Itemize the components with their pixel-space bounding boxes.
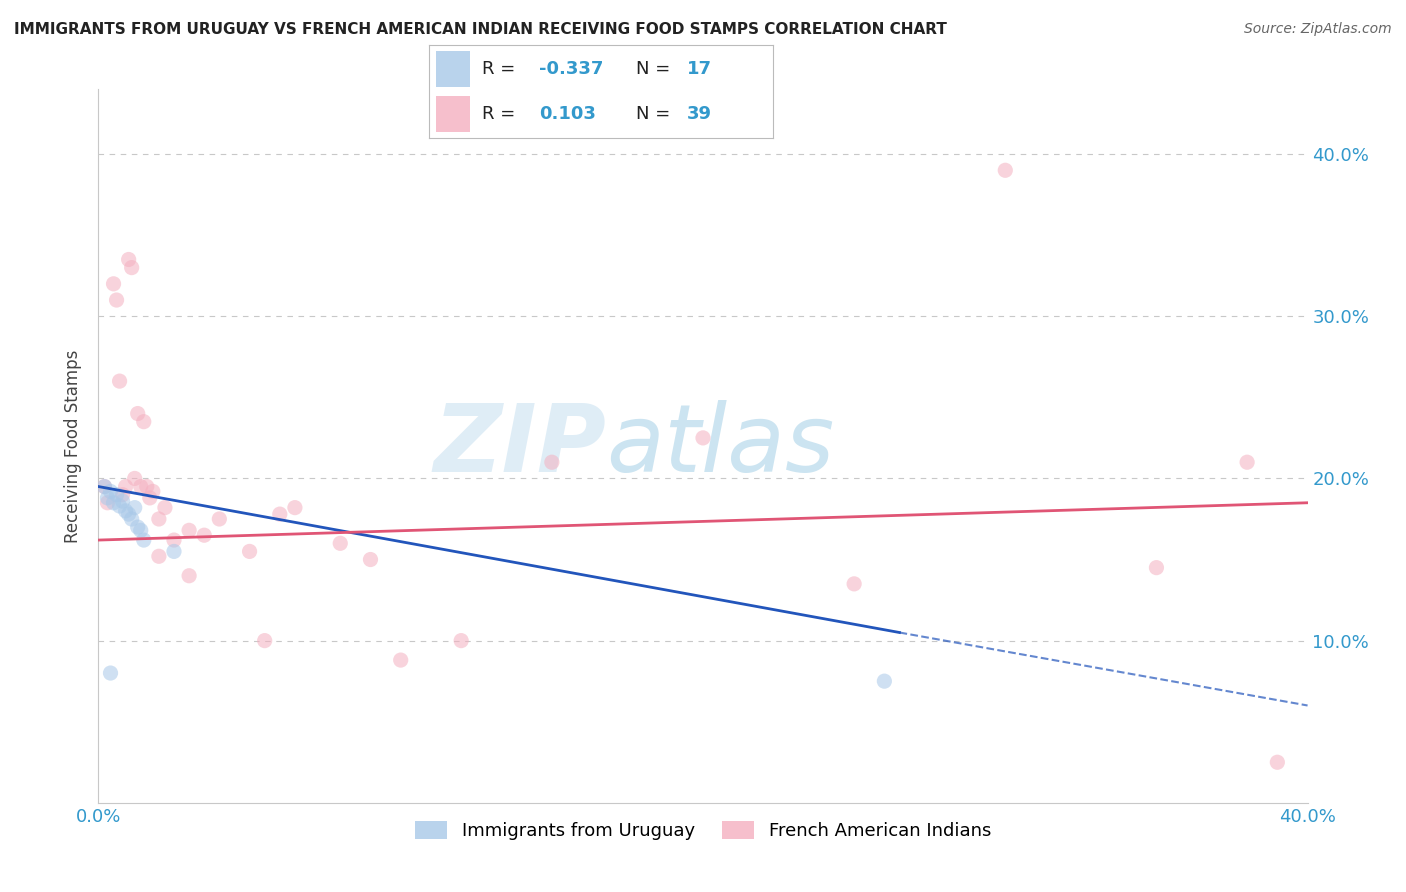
Point xyxy=(105,488,128,502)
Text: atlas: atlas xyxy=(606,401,835,491)
Bar xyxy=(436,96,470,132)
Point xyxy=(153,500,176,515)
Point xyxy=(100,484,122,499)
Bar xyxy=(436,51,470,87)
Point xyxy=(121,260,143,275)
Point xyxy=(163,533,186,547)
Point xyxy=(132,415,155,429)
Point xyxy=(124,471,146,485)
Point xyxy=(93,479,115,493)
Point xyxy=(269,507,291,521)
Point xyxy=(994,163,1017,178)
Point xyxy=(114,479,136,493)
Point xyxy=(692,431,714,445)
Point xyxy=(1144,560,1167,574)
Text: IMMIGRANTS FROM URUGUAY VS FRENCH AMERICAN INDIAN RECEIVING FOOD STAMPS CORRELAT: IMMIGRANTS FROM URUGUAY VS FRENCH AMERIC… xyxy=(14,22,946,37)
Text: R =: R = xyxy=(482,105,516,123)
Point xyxy=(96,496,118,510)
Text: -0.337: -0.337 xyxy=(538,60,603,78)
Point xyxy=(108,374,131,388)
Point xyxy=(179,568,201,582)
Point xyxy=(129,479,152,493)
Point xyxy=(179,524,201,538)
Point xyxy=(148,512,170,526)
Point xyxy=(253,633,276,648)
Point xyxy=(193,528,215,542)
Legend: Immigrants from Uruguay, French American Indians: Immigrants from Uruguay, French American… xyxy=(408,814,998,847)
Point xyxy=(450,633,472,648)
Text: 39: 39 xyxy=(688,105,713,123)
Point xyxy=(329,536,352,550)
Point xyxy=(108,499,131,513)
Point xyxy=(105,293,128,307)
Point xyxy=(121,512,143,526)
Point xyxy=(111,494,134,508)
Point xyxy=(389,653,412,667)
Point xyxy=(103,496,125,510)
Point xyxy=(540,455,562,469)
Text: R =: R = xyxy=(482,60,516,78)
Point xyxy=(127,407,149,421)
Point xyxy=(1236,455,1258,469)
Point xyxy=(93,479,115,493)
Text: 0.103: 0.103 xyxy=(538,105,596,123)
Point xyxy=(148,549,170,564)
Point xyxy=(1267,756,1289,770)
Point xyxy=(239,544,262,558)
Point xyxy=(284,500,307,515)
Point xyxy=(873,674,896,689)
Point xyxy=(135,479,157,493)
Point xyxy=(844,577,866,591)
Point xyxy=(142,484,165,499)
Point xyxy=(118,507,141,521)
Point xyxy=(100,666,122,681)
Point xyxy=(127,520,149,534)
Point xyxy=(118,252,141,267)
Point xyxy=(111,488,134,502)
Text: Source: ZipAtlas.com: Source: ZipAtlas.com xyxy=(1244,22,1392,37)
Point xyxy=(114,504,136,518)
Point xyxy=(163,544,186,558)
Point xyxy=(103,277,125,291)
Point xyxy=(132,533,155,547)
Point xyxy=(139,491,162,505)
Point xyxy=(96,491,118,505)
Point xyxy=(208,512,231,526)
Text: ZIP: ZIP xyxy=(433,400,606,492)
Y-axis label: Receiving Food Stamps: Receiving Food Stamps xyxy=(65,350,83,542)
Text: N =: N = xyxy=(636,105,669,123)
Point xyxy=(124,500,146,515)
Point xyxy=(129,524,152,538)
Point xyxy=(360,552,382,566)
Text: 17: 17 xyxy=(688,60,713,78)
Text: N =: N = xyxy=(636,60,669,78)
